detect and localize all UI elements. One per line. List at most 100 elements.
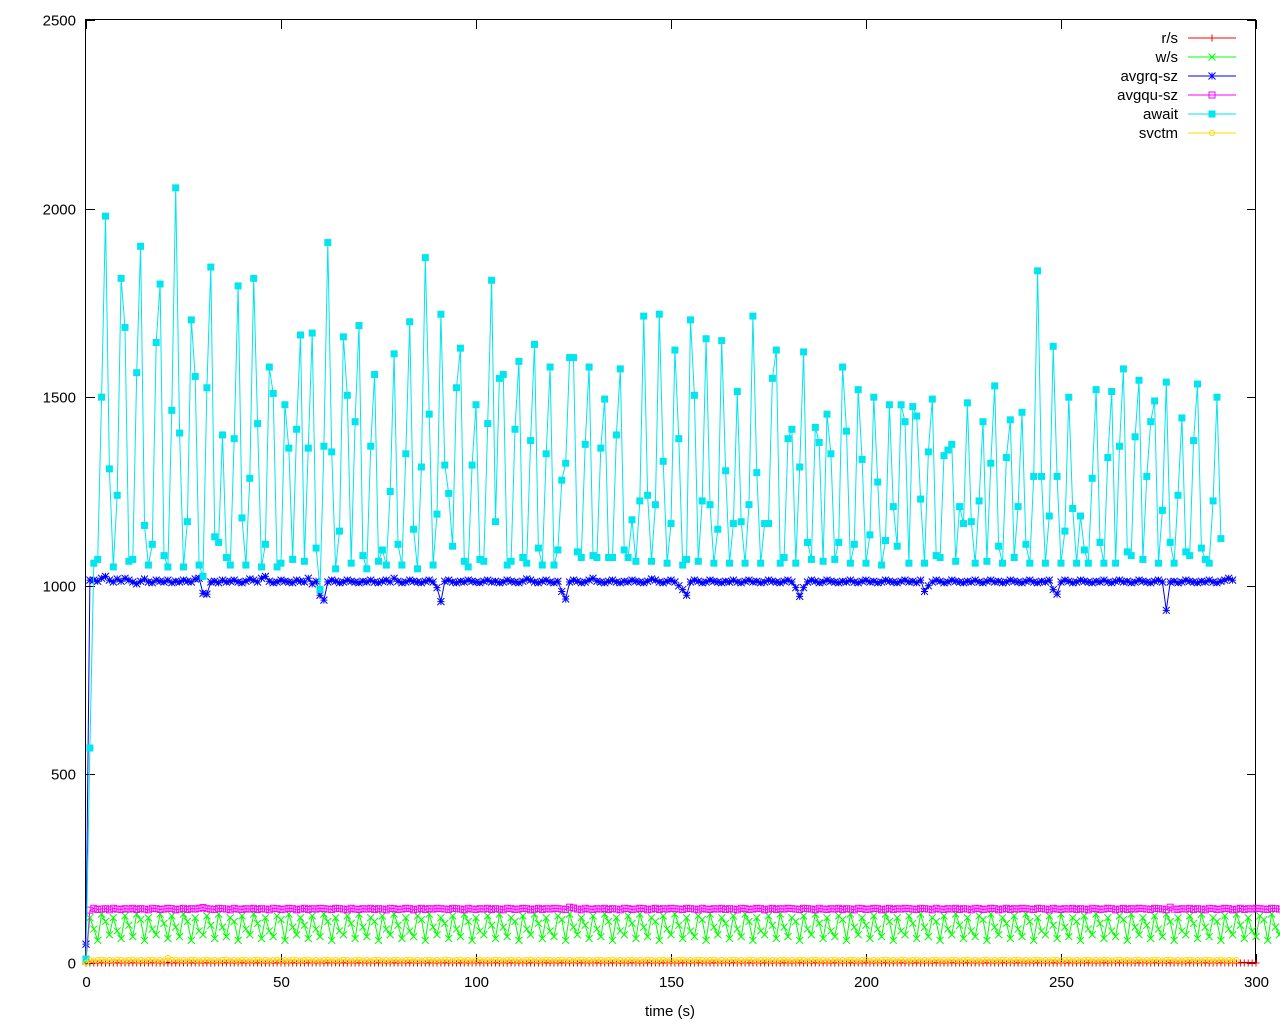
data-point	[175, 932, 184, 941]
data-point	[1252, 904, 1260, 912]
data-point	[1197, 577, 1206, 586]
data-point	[425, 410, 433, 418]
data-point	[878, 561, 886, 569]
data-point	[621, 957, 628, 964]
data-point	[292, 930, 301, 939]
data-point	[1119, 578, 1128, 586]
data-point	[608, 936, 617, 945]
data-point	[394, 921, 402, 930]
data-point	[535, 956, 542, 963]
data-point	[1002, 578, 1011, 586]
data-point	[507, 905, 515, 913]
data-point	[261, 905, 269, 913]
data-point	[566, 956, 573, 963]
data-point	[620, 930, 629, 939]
data-point	[902, 956, 908, 963]
data-point	[102, 905, 109, 913]
data-point	[804, 538, 811, 546]
data-point	[1194, 956, 1201, 963]
data-point	[168, 956, 175, 963]
data-point	[655, 905, 663, 913]
data-point	[612, 913, 621, 922]
data-point	[511, 917, 519, 926]
data-point	[843, 905, 850, 913]
data-point	[679, 905, 687, 913]
data-point	[788, 956, 795, 963]
data-point	[1225, 905, 1233, 913]
data-point	[226, 561, 234, 569]
data-point	[729, 905, 737, 913]
data-point	[495, 374, 503, 382]
data-point	[776, 559, 784, 567]
data-point	[222, 578, 231, 586]
data-point	[596, 932, 605, 941]
data-point	[1229, 906, 1237, 914]
data-point	[600, 578, 609, 587]
data-point	[663, 925, 671, 933]
data-point	[1170, 936, 1178, 945]
data-point	[940, 905, 948, 913]
data-point	[1006, 905, 1014, 913]
data-point	[1014, 905, 1022, 913]
data-point	[339, 578, 348, 586]
data-point	[437, 597, 445, 606]
data-point	[187, 936, 196, 945]
data-point	[176, 429, 184, 437]
data-point	[1073, 905, 1081, 913]
data-point	[858, 577, 866, 586]
data-point	[1112, 906, 1120, 914]
data-point	[733, 906, 741, 914]
data-point	[1100, 576, 1108, 584]
data-point	[1209, 497, 1217, 505]
data-point	[512, 957, 518, 964]
data-point	[800, 904, 808, 912]
data-point	[277, 576, 285, 584]
data-point	[1006, 416, 1014, 424]
data-point	[1186, 552, 1194, 560]
data-point	[1123, 905, 1131, 913]
data-point	[239, 956, 245, 963]
data-point	[772, 934, 781, 943]
data-point	[117, 577, 125, 586]
data-point	[1100, 559, 1108, 567]
data-point	[546, 363, 554, 371]
data-point	[694, 557, 702, 565]
data-point	[554, 905, 562, 913]
data-point	[1178, 578, 1186, 586]
data-point	[101, 572, 110, 581]
data-point	[557, 915, 566, 924]
data-point	[983, 956, 990, 963]
legend-label: svctm	[1139, 125, 1178, 142]
data-point	[897, 577, 905, 586]
data-point	[850, 540, 858, 548]
data-point	[1166, 538, 1174, 546]
data-point	[667, 520, 675, 528]
data-point	[897, 905, 905, 913]
data-point	[200, 956, 206, 963]
data-point	[164, 563, 172, 571]
data-point	[929, 956, 936, 963]
data-point	[449, 542, 457, 550]
data-point	[664, 957, 671, 964]
data-point	[359, 552, 367, 560]
data-point	[351, 934, 359, 943]
data-point	[288, 923, 297, 932]
data-point	[1011, 956, 1018, 963]
series-avgqu-sz	[82, 903, 1280, 963]
data-point	[503, 932, 512, 941]
data-point	[1049, 904, 1057, 912]
data-point	[253, 578, 262, 586]
data-point	[823, 410, 831, 418]
data-point	[336, 527, 343, 535]
data-point	[515, 357, 523, 365]
data-point	[129, 555, 137, 563]
data-point	[140, 936, 149, 945]
data-point	[866, 957, 873, 964]
legend-label: r/s	[1161, 30, 1178, 47]
data-point	[604, 917, 613, 926]
data-point	[304, 444, 312, 452]
data-point	[394, 905, 402, 913]
data-point	[144, 561, 152, 569]
data-point	[745, 905, 753, 913]
data-point	[1205, 559, 1213, 567]
